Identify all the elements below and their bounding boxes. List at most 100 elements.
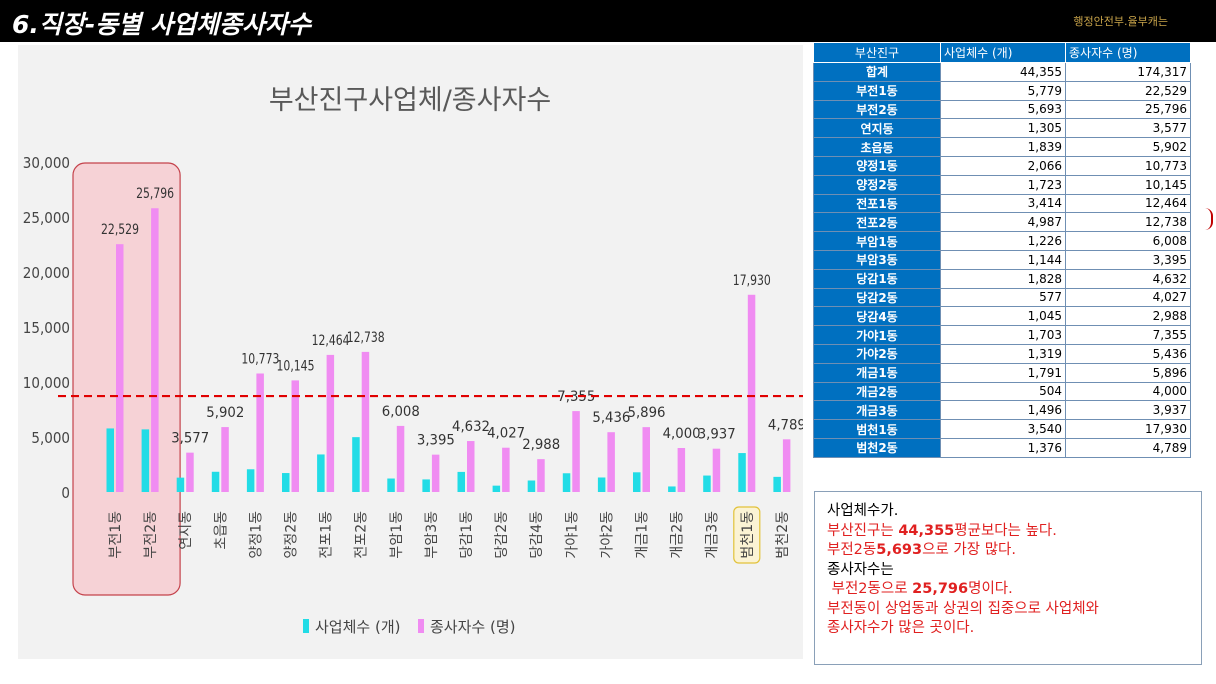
cell-businesses: 1,839 bbox=[941, 138, 1066, 157]
y-tick-label: 30,000 bbox=[23, 154, 70, 172]
bar-employees bbox=[116, 244, 124, 492]
cell-district: 양정1동 bbox=[814, 156, 941, 175]
bar-employees bbox=[537, 459, 545, 492]
cell-businesses: 1,144 bbox=[941, 250, 1066, 269]
cell-businesses: 1,226 bbox=[941, 232, 1066, 251]
x-tick-label: 가야2동 bbox=[599, 511, 615, 559]
bar-businesses bbox=[387, 479, 395, 492]
cell-employees: 25,796 bbox=[1066, 100, 1191, 119]
bar-employees bbox=[432, 455, 440, 492]
bar-businesses bbox=[422, 479, 430, 492]
x-tick-label: 가야1동 bbox=[564, 511, 580, 559]
bar-businesses bbox=[738, 453, 746, 492]
data-label: 3,395 bbox=[417, 433, 455, 449]
note-line: 부전동이 상업동과 상권의 집중으로 사업체와 bbox=[827, 600, 1189, 620]
bar-businesses bbox=[563, 473, 571, 492]
cell-district: 양정2동 bbox=[814, 175, 941, 194]
cell-employees: 5,896 bbox=[1066, 363, 1191, 382]
x-tick-label: 개금3동 bbox=[705, 511, 721, 559]
bar-employees bbox=[607, 432, 615, 492]
data-label: 2,988 bbox=[522, 437, 560, 453]
x-tick-label: 당감2동 bbox=[494, 511, 510, 559]
legend-label-businesses: 사업체수 (개) bbox=[315, 618, 400, 636]
bar-employees bbox=[783, 439, 791, 492]
cell-employees: 3,577 bbox=[1066, 119, 1191, 138]
table-row: 가야1동 1,703 7,355 bbox=[814, 326, 1191, 345]
cell-employees: 10,145 bbox=[1066, 175, 1191, 194]
edge-marker bbox=[1205, 208, 1213, 230]
cell-businesses: 3,540 bbox=[941, 420, 1066, 439]
cell-district: 가야2동 bbox=[814, 344, 941, 363]
x-tick-label: 초읍동 bbox=[213, 511, 229, 550]
y-tick-label: 25,000 bbox=[23, 209, 70, 227]
table-header-row: 부산진구 사업체수 (개) 종사자수 (명) bbox=[814, 43, 1191, 63]
bar-employees bbox=[362, 352, 370, 492]
note-line: 종사자수가 많은 곳이다. bbox=[827, 619, 1189, 639]
cell-employees: 4,027 bbox=[1066, 288, 1191, 307]
table-row: 합계 44,355 174,317 bbox=[814, 63, 1191, 82]
bar-chart: 부산진구사업체/종사자수 0 5,000 10,000 15,000 20,000 25,… bbox=[18, 45, 803, 659]
cell-district: 전포1동 bbox=[814, 194, 941, 213]
note-line: 부산진구는 44,355평균보다는 높다. bbox=[827, 522, 1189, 542]
bar-businesses bbox=[282, 473, 290, 492]
bar-employees bbox=[748, 295, 756, 492]
table-row: 당감2동 577 4,027 bbox=[814, 288, 1191, 307]
cell-employees: 4,789 bbox=[1066, 438, 1191, 457]
x-tick-label: 전포2동 bbox=[354, 511, 370, 559]
x-tick-label: 부암1동 bbox=[389, 511, 405, 559]
x-tick-label: 범천1동 bbox=[740, 511, 756, 559]
cell-district: 범천2동 bbox=[814, 438, 941, 457]
bar-employees bbox=[572, 411, 580, 492]
data-label: 17,930 bbox=[733, 273, 771, 289]
table-header-district: 부산진구 bbox=[814, 43, 941, 63]
title-bar: 6.직장-동별 사업체종사자수 행정안전부.율부캐는 bbox=[0, 0, 1216, 42]
x-tick-label: 부암3동 bbox=[424, 511, 440, 559]
cell-district: 당감4동 bbox=[814, 307, 941, 326]
data-label: 5,896 bbox=[628, 405, 666, 421]
cell-employees: 12,738 bbox=[1066, 213, 1191, 232]
note-line: 부전2동으로 25,796명이다. bbox=[827, 580, 1189, 600]
y-tick-label: 15,000 bbox=[23, 319, 70, 337]
cell-businesses: 577 bbox=[941, 288, 1066, 307]
cell-district: 개금3동 bbox=[814, 401, 941, 420]
cell-district: 연지동 bbox=[814, 119, 941, 138]
bar-businesses bbox=[107, 428, 115, 492]
bar-businesses bbox=[598, 477, 606, 492]
cell-district: 부전1동 bbox=[814, 81, 941, 100]
x-tick-label: 연지동 bbox=[178, 511, 194, 550]
x-tick-label: 부전1동 bbox=[108, 511, 124, 559]
bar-employees bbox=[643, 427, 651, 492]
bar-businesses bbox=[493, 486, 501, 492]
cell-employees: 17,930 bbox=[1066, 420, 1191, 439]
cell-district: 범천1동 bbox=[814, 420, 941, 439]
cell-district: 당감2동 bbox=[814, 288, 941, 307]
table-row: 개금1동 1,791 5,896 bbox=[814, 363, 1191, 382]
cell-employees: 5,902 bbox=[1066, 138, 1191, 157]
cell-employees: 12,464 bbox=[1066, 194, 1191, 213]
table-header-businesses: 사업체수 (개) bbox=[941, 43, 1066, 63]
cell-district: 개금1동 bbox=[814, 363, 941, 382]
data-label: 7,355 bbox=[557, 389, 595, 405]
cell-district: 부전2동 bbox=[814, 100, 941, 119]
cell-district: 가야1동 bbox=[814, 326, 941, 345]
bar-employees bbox=[327, 355, 335, 492]
data-label: 4,000 bbox=[663, 426, 701, 442]
cell-employees: 5,436 bbox=[1066, 344, 1191, 363]
cell-employees: 22,529 bbox=[1066, 81, 1191, 100]
cell-businesses: 3,414 bbox=[941, 194, 1066, 213]
bar-employees bbox=[678, 448, 686, 492]
cell-businesses: 1,791 bbox=[941, 363, 1066, 382]
data-label: 10,145 bbox=[277, 358, 315, 374]
table-row: 가야2동 1,319 5,436 bbox=[814, 344, 1191, 363]
x-tick-label: 범천2동 bbox=[775, 511, 791, 559]
data-label: 4,789 bbox=[768, 417, 803, 433]
data-label: 3,577 bbox=[171, 431, 209, 447]
district-table: 부산진구 사업체수 (개) 종사자수 (명) 합계 44,355 174,317 부전… bbox=[813, 42, 1191, 458]
cell-district: 전포2동 bbox=[814, 213, 941, 232]
data-label: 6,008 bbox=[382, 404, 420, 420]
cell-businesses: 1,305 bbox=[941, 119, 1066, 138]
cell-businesses: 1,703 bbox=[941, 326, 1066, 345]
bar-employees bbox=[221, 427, 229, 492]
table-row: 연지동 1,305 3,577 bbox=[814, 119, 1191, 138]
bar-businesses bbox=[212, 472, 220, 492]
